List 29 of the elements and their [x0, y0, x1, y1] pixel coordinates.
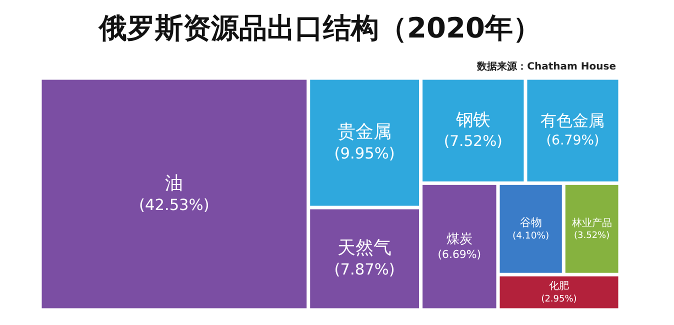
cell: 煤炭 (6.69%) — [421, 183, 498, 310]
category-label: 油 — [165, 172, 184, 194]
data-label: (3.52%) — [574, 230, 610, 241]
category-label: 贵金属 — [338, 122, 392, 143]
cell: 谷物 (4.10%) — [498, 183, 564, 274]
data-label: (9.95%) — [334, 144, 395, 163]
data-label: (42.53%) — [139, 196, 210, 214]
category-label: 林业产品 — [570, 216, 612, 229]
source-note: 数据来源：Chatham House — [476, 60, 616, 73]
category-label: 钢铁 — [455, 110, 490, 131]
category-label: 化肥 — [549, 280, 570, 292]
data-label: (6.69%) — [438, 248, 482, 261]
cell: 油 (42.53%) — [40, 78, 308, 310]
cell: 贵金属 (9.95%) — [308, 78, 421, 208]
cell: 钢铁 (7.52%) — [421, 78, 526, 183]
category-label: 谷物 — [520, 216, 542, 229]
data-label: (4.10%) — [512, 230, 550, 242]
data-label: (7.52%) — [444, 132, 502, 150]
category-label: 天然气 — [338, 238, 392, 259]
category-label: 有色金属 — [540, 111, 605, 130]
data-label: (6.79%) — [546, 133, 600, 148]
cell: 天然气 (7.87%) — [308, 208, 421, 310]
cell: 有色金属 (6.79%) — [526, 78, 620, 183]
text: 俄罗斯资源品出口结构（2020年） — [98, 12, 541, 45]
category-label: 煤炭 — [446, 232, 472, 247]
cell: 林业产品 (3.52%) — [564, 183, 620, 274]
data-label: (7.87%) — [334, 260, 395, 279]
cell: 化肥 (2.95%) — [498, 274, 620, 310]
data-label: (2.95%) — [541, 294, 577, 304]
